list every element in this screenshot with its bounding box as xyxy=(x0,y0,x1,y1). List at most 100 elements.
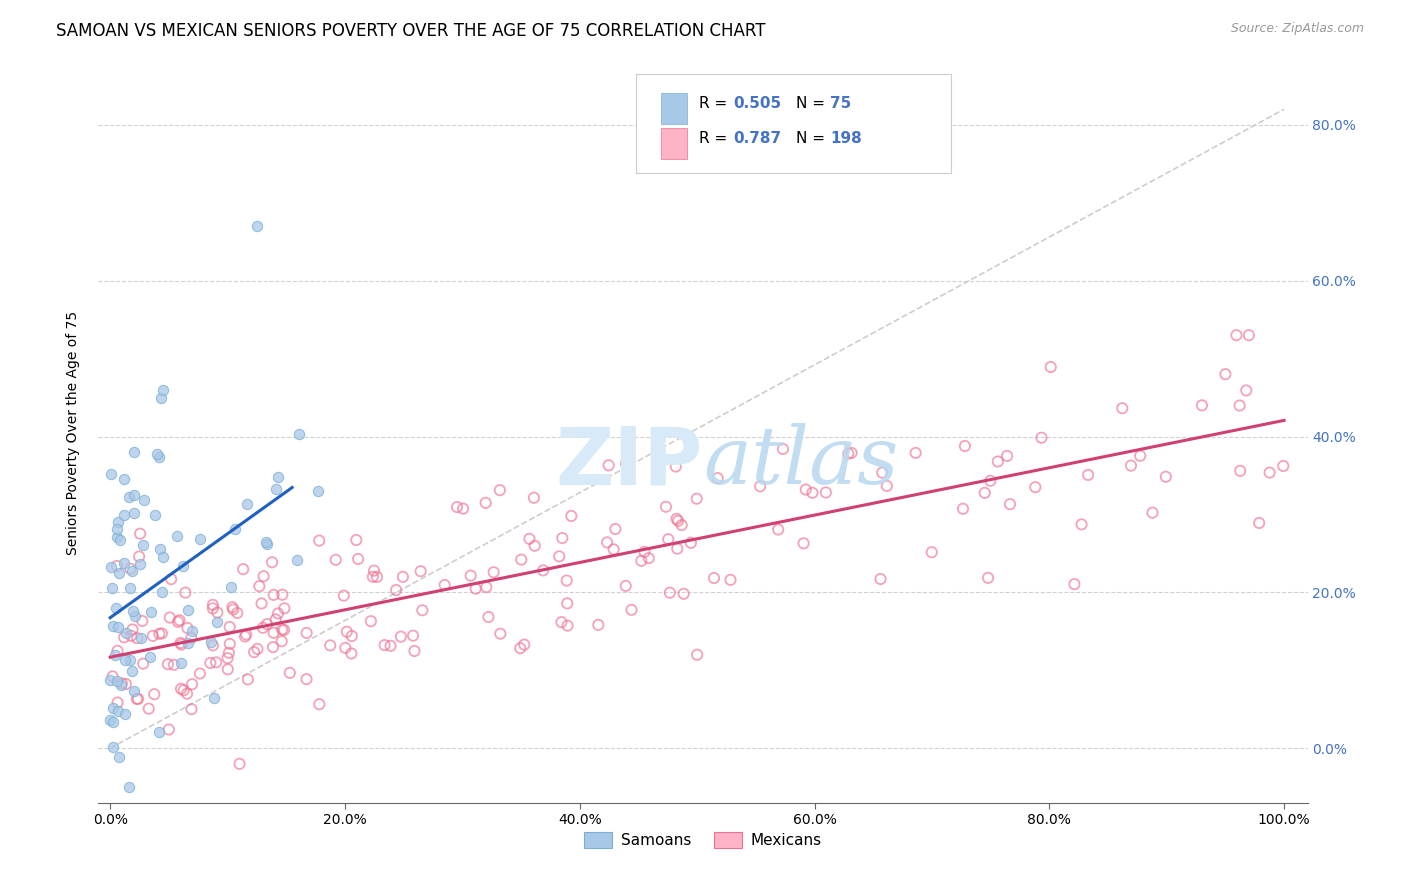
Point xyxy=(131,614,153,628)
Point xyxy=(344,533,367,547)
Point xyxy=(104,648,127,662)
Point xyxy=(411,603,433,617)
Point xyxy=(620,603,643,617)
Point xyxy=(555,596,578,610)
Point xyxy=(666,541,689,556)
Point xyxy=(793,536,815,550)
Point xyxy=(152,383,174,397)
Point xyxy=(173,683,195,698)
Point xyxy=(588,618,610,632)
Point xyxy=(167,615,190,629)
Point xyxy=(101,701,124,715)
Point xyxy=(224,522,246,536)
Point xyxy=(1229,399,1251,413)
Point xyxy=(460,568,482,582)
Point xyxy=(380,639,402,653)
Point xyxy=(510,552,533,566)
Point xyxy=(122,487,145,501)
Point xyxy=(128,549,150,564)
Point xyxy=(181,677,204,691)
Point xyxy=(181,624,204,638)
Point xyxy=(1070,517,1092,532)
Point xyxy=(201,639,224,653)
Point xyxy=(105,522,128,536)
Point xyxy=(766,523,789,537)
Point xyxy=(169,636,191,650)
Point xyxy=(560,508,582,523)
Point xyxy=(1272,458,1295,473)
Point xyxy=(404,644,426,658)
Point xyxy=(548,549,571,564)
Point xyxy=(132,539,155,553)
Point xyxy=(169,613,191,627)
Point xyxy=(1039,359,1062,374)
Point xyxy=(170,681,193,696)
Point xyxy=(141,605,163,619)
Point xyxy=(246,641,269,656)
Point xyxy=(952,501,974,516)
Point xyxy=(152,550,174,565)
Point xyxy=(336,624,359,639)
Point xyxy=(1191,398,1213,412)
Point xyxy=(263,588,285,602)
Point xyxy=(202,690,225,705)
Point xyxy=(170,656,193,670)
Point xyxy=(1142,506,1164,520)
Point xyxy=(523,539,546,553)
Point xyxy=(180,702,202,716)
Point xyxy=(876,479,898,493)
Point xyxy=(1129,449,1152,463)
Point xyxy=(143,687,166,701)
Point xyxy=(1229,464,1251,478)
Point xyxy=(148,725,170,739)
Text: 0.505: 0.505 xyxy=(734,95,782,111)
Point xyxy=(1119,458,1142,473)
Point xyxy=(295,626,318,640)
Point xyxy=(112,508,135,523)
Text: N =: N = xyxy=(796,131,830,146)
Point xyxy=(232,562,254,576)
Point xyxy=(720,573,742,587)
Point xyxy=(366,570,388,584)
Point xyxy=(308,697,330,711)
Point xyxy=(150,626,173,640)
Point xyxy=(360,614,382,628)
Point xyxy=(148,450,170,464)
FancyBboxPatch shape xyxy=(637,73,950,173)
Point xyxy=(264,612,287,626)
Point xyxy=(464,582,486,596)
Point xyxy=(146,447,169,461)
Point xyxy=(340,647,363,661)
Point xyxy=(513,638,536,652)
Point xyxy=(295,672,318,686)
Point xyxy=(115,677,138,691)
Point xyxy=(489,626,512,640)
Text: N =: N = xyxy=(796,95,830,111)
Point xyxy=(254,535,277,549)
Point xyxy=(602,542,624,557)
Point xyxy=(166,528,188,542)
Point xyxy=(655,500,678,514)
Point xyxy=(122,684,145,698)
Point xyxy=(271,623,294,637)
Text: SAMOAN VS MEXICAN SENIORS POVERTY OVER THE AGE OF 75 CORRELATION CHART: SAMOAN VS MEXICAN SENIORS POVERTY OVER T… xyxy=(56,22,766,40)
Point xyxy=(630,554,652,568)
Point xyxy=(686,648,709,662)
Point xyxy=(122,445,145,459)
Point xyxy=(340,629,363,643)
Point xyxy=(555,574,578,588)
Point xyxy=(218,646,240,660)
Point xyxy=(614,579,637,593)
Point xyxy=(633,545,655,559)
Point xyxy=(904,446,927,460)
Point xyxy=(207,606,229,620)
Point xyxy=(672,587,695,601)
Point xyxy=(446,500,468,514)
Point xyxy=(278,665,301,680)
Point xyxy=(118,581,141,595)
Point xyxy=(665,459,688,474)
Point xyxy=(475,580,498,594)
Point xyxy=(110,678,132,692)
Point xyxy=(236,673,259,687)
Point xyxy=(531,563,554,577)
